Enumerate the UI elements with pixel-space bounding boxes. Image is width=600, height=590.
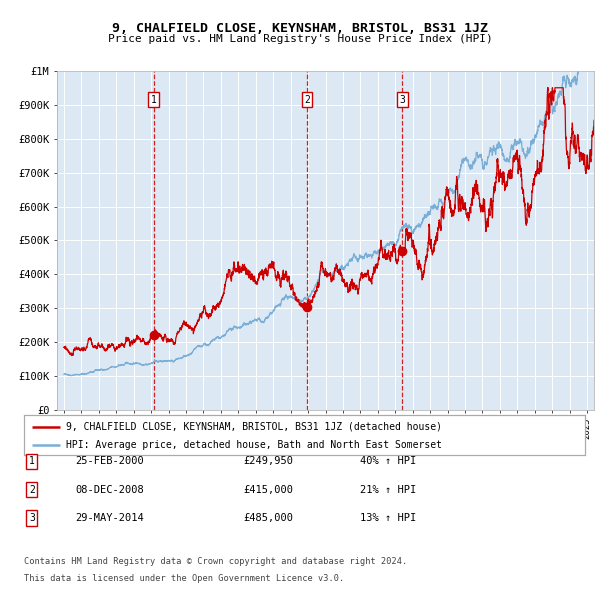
Text: £485,000: £485,000 xyxy=(243,513,293,523)
Text: 9, CHALFIELD CLOSE, KEYNSHAM, BRISTOL, BS31 1JZ (detached house): 9, CHALFIELD CLOSE, KEYNSHAM, BRISTOL, B… xyxy=(66,422,442,432)
Text: 3: 3 xyxy=(400,94,406,104)
Text: HPI: Average price, detached house, Bath and North East Somerset: HPI: Average price, detached house, Bath… xyxy=(66,441,442,450)
Text: £415,000: £415,000 xyxy=(243,485,293,494)
Text: 2: 2 xyxy=(29,485,35,494)
Text: This data is licensed under the Open Government Licence v3.0.: This data is licensed under the Open Gov… xyxy=(24,574,344,583)
Text: 25-FEB-2000: 25-FEB-2000 xyxy=(75,457,144,466)
Text: 13% ↑ HPI: 13% ↑ HPI xyxy=(360,513,416,523)
Text: 08-DEC-2008: 08-DEC-2008 xyxy=(75,485,144,494)
Text: 40% ↑ HPI: 40% ↑ HPI xyxy=(360,457,416,466)
Text: 3: 3 xyxy=(29,513,35,523)
Text: 1: 1 xyxy=(29,457,35,466)
Text: 2: 2 xyxy=(304,94,310,104)
Text: 21% ↑ HPI: 21% ↑ HPI xyxy=(360,485,416,494)
Text: 9, CHALFIELD CLOSE, KEYNSHAM, BRISTOL, BS31 1JZ: 9, CHALFIELD CLOSE, KEYNSHAM, BRISTOL, B… xyxy=(112,22,488,35)
Text: Price paid vs. HM Land Registry's House Price Index (HPI): Price paid vs. HM Land Registry's House … xyxy=(107,34,493,44)
Text: Contains HM Land Registry data © Crown copyright and database right 2024.: Contains HM Land Registry data © Crown c… xyxy=(24,558,407,566)
Text: 1: 1 xyxy=(151,94,157,104)
Text: £249,950: £249,950 xyxy=(243,457,293,466)
Text: 29-MAY-2014: 29-MAY-2014 xyxy=(75,513,144,523)
